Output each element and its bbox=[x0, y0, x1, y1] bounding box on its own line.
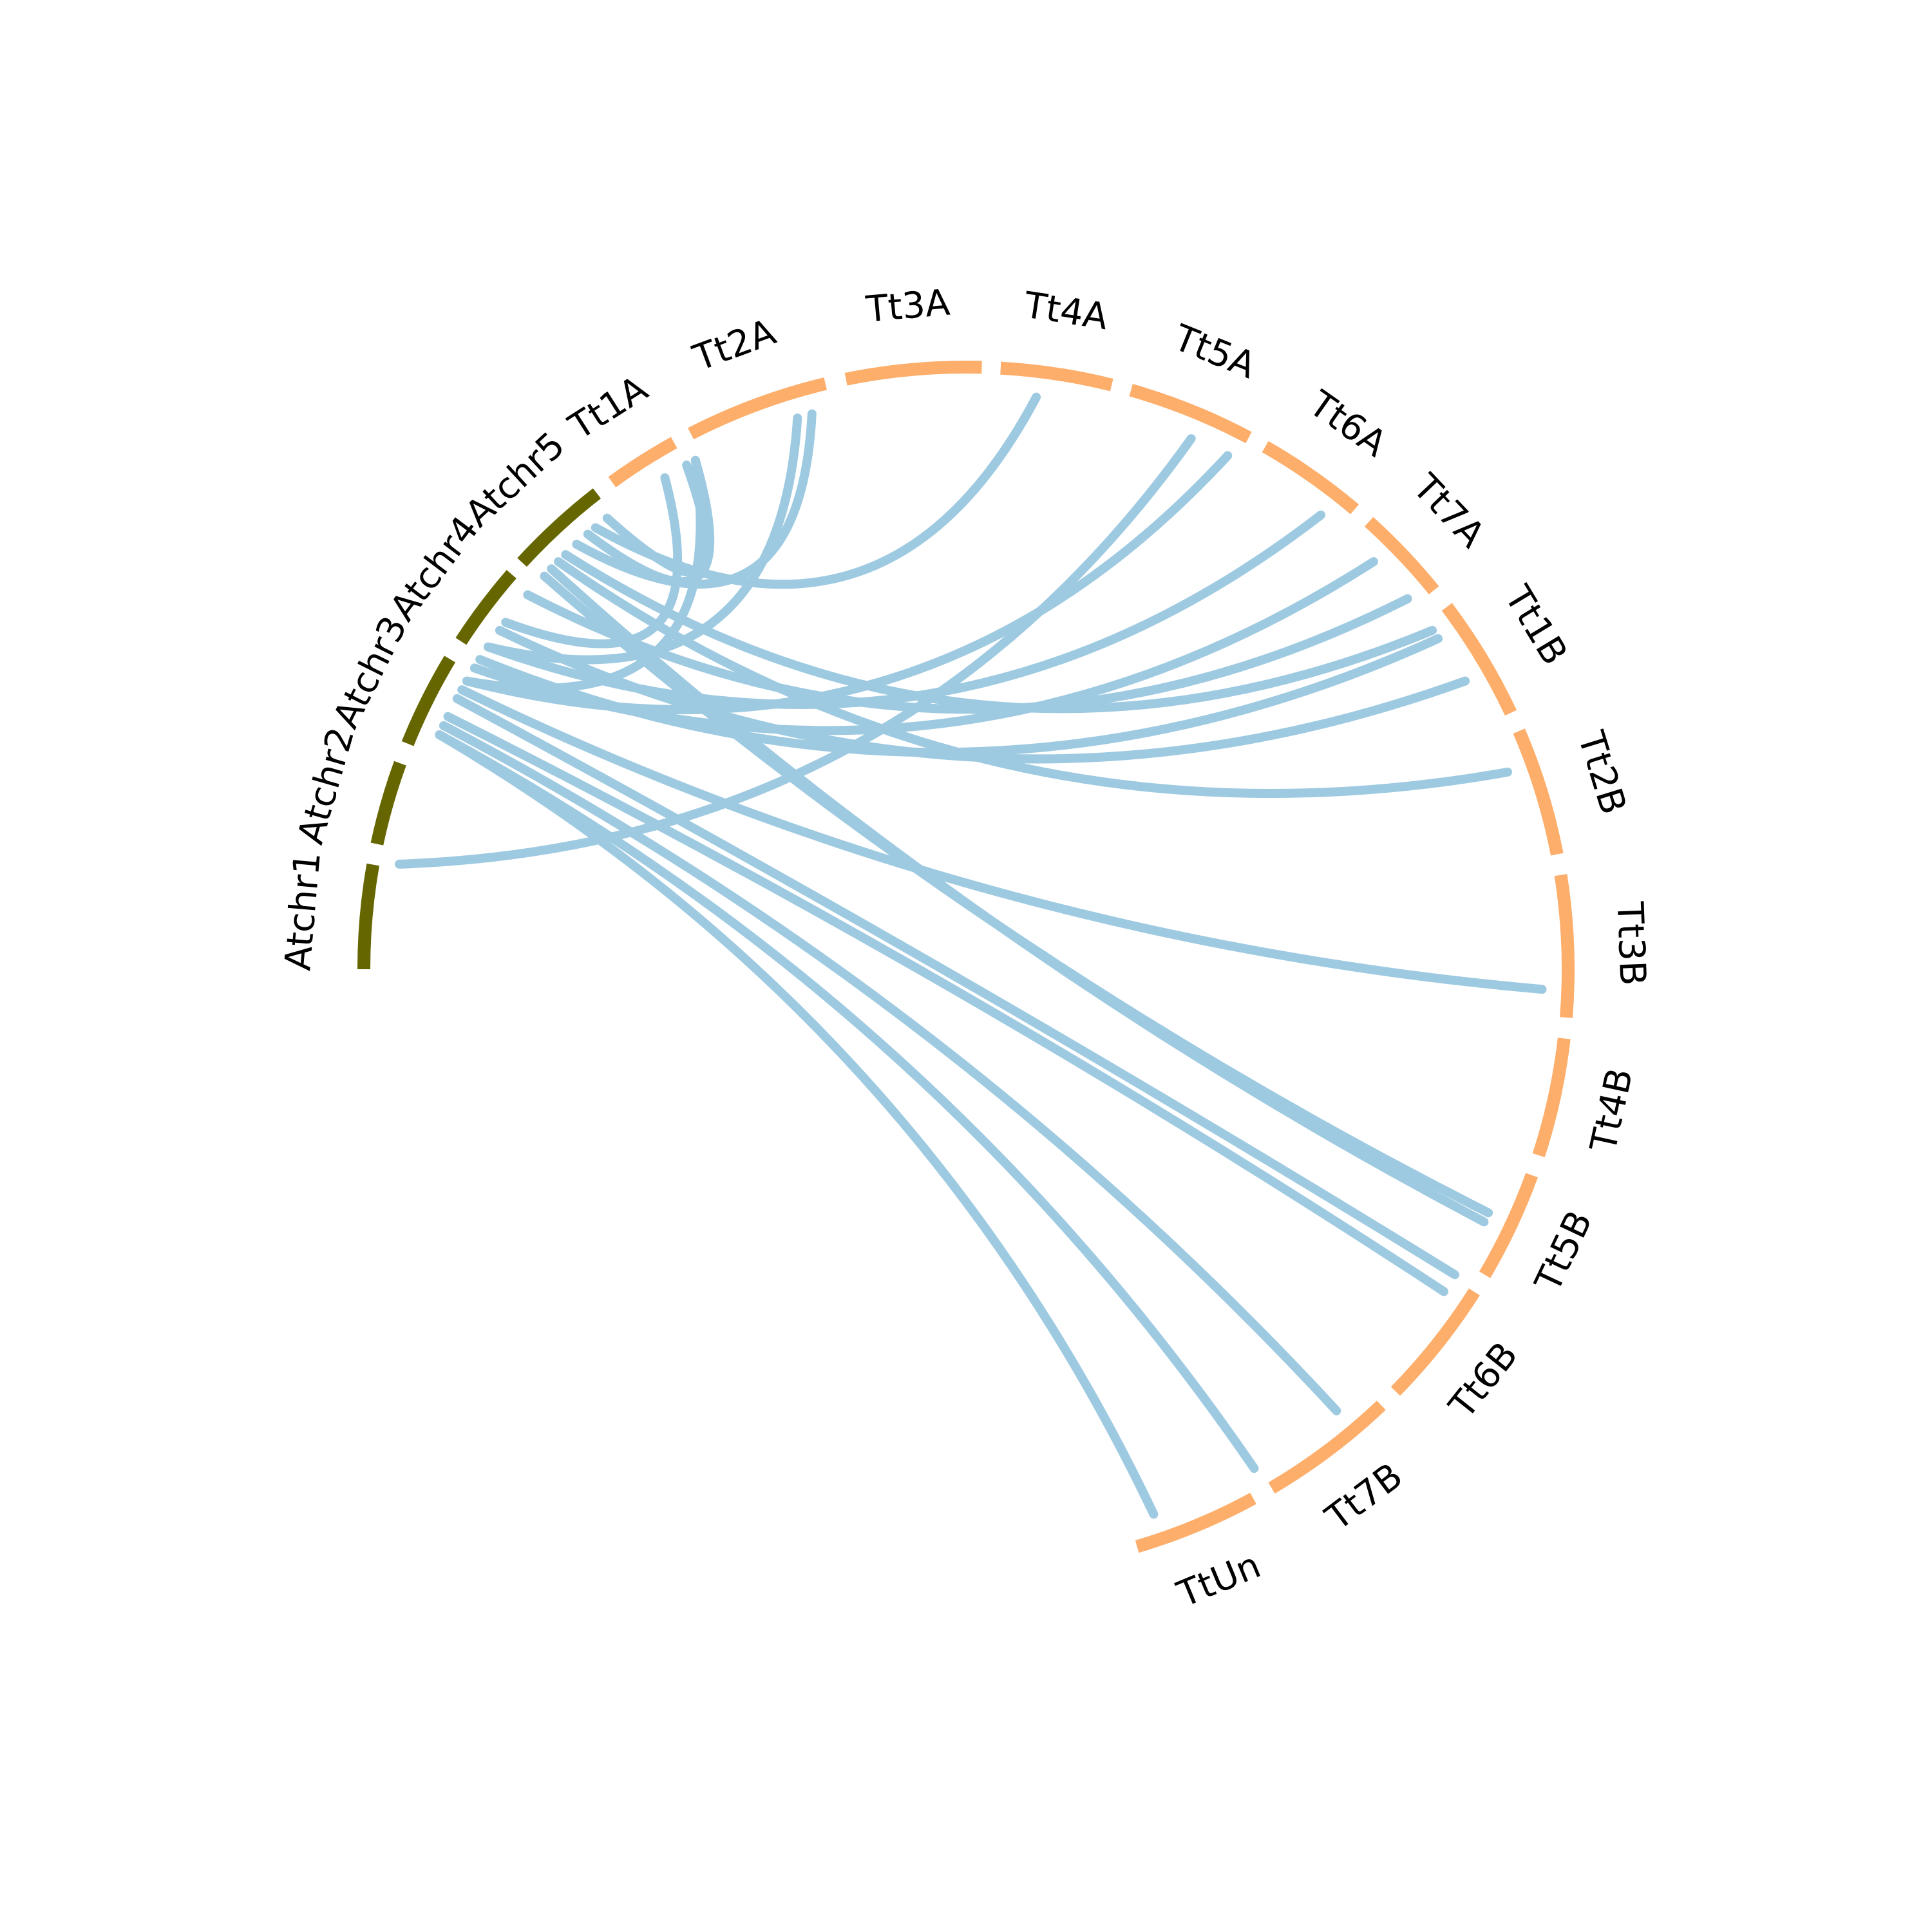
chromosome-arc-ttun bbox=[1135, 1492, 1256, 1553]
synteny-link bbox=[435, 730, 1259, 1473]
chromosome-arc-tt5b bbox=[1479, 1173, 1538, 1278]
synteny-link bbox=[602, 460, 712, 577]
chromosome-label-tt4b: Tt4B bbox=[1582, 1065, 1641, 1156]
synteny-links bbox=[395, 392, 1547, 1519]
chromosome-label-atchr2: Atchr2 bbox=[290, 723, 363, 849]
synteny-link bbox=[523, 590, 1412, 714]
chromosome-label-tt1b: Tt1B bbox=[1496, 578, 1575, 672]
chromosome-label-tt5a: Tt5A bbox=[1168, 317, 1262, 387]
chromosome-ideogram bbox=[357, 360, 1575, 1553]
chromosome-arc-tt4a bbox=[1000, 361, 1113, 392]
chromosome-arc-tt1a bbox=[608, 437, 677, 488]
chromosome-arc-tt7a bbox=[1364, 516, 1439, 594]
chromosome-label-tt3a: Tt3A bbox=[864, 282, 951, 331]
chromosome-label-tt6b: Tt6B bbox=[1441, 1334, 1526, 1426]
chromosome-arc-tt3a bbox=[844, 360, 982, 386]
synteny-link bbox=[554, 557, 1512, 799]
chromosome-label-atchr5: Atchr5 bbox=[457, 424, 573, 536]
chromosome-arc-tt1b bbox=[1441, 603, 1517, 716]
chromosome-arc-atchr1 bbox=[357, 863, 380, 970]
chromosome-arc-tt2b bbox=[1513, 728, 1564, 856]
chromosome-label-atchr4: Atchr4 bbox=[382, 509, 487, 629]
chromosome-arc-atchr4 bbox=[455, 570, 516, 645]
chromosome-arc-tt6b bbox=[1390, 1288, 1480, 1396]
synteny-link bbox=[439, 721, 1341, 1416]
synteny-link bbox=[583, 455, 715, 587]
chromosome-arc-tt2a bbox=[688, 377, 828, 440]
chromosome-label-tt5b: Tt5B bbox=[1527, 1204, 1601, 1298]
chromosome-arc-tt6a bbox=[1262, 440, 1359, 515]
synteny-link bbox=[443, 712, 1448, 1296]
chromosome-label-tt6a: Tt6A bbox=[1301, 383, 1394, 465]
chromosome-label-tt2a: Tt2A bbox=[687, 311, 781, 380]
chromosome-label-tt7a: Tt7A bbox=[1404, 466, 1492, 556]
chromosome-label-tt2b: Tt2B bbox=[1569, 726, 1634, 820]
chromosome-label-tt7b: Tt7B bbox=[1318, 1455, 1410, 1539]
chromosome-arc-atchr2 bbox=[370, 761, 406, 846]
chromosome-label-atchr1: Atchr1 bbox=[277, 850, 329, 972]
chromosome-label-tt4a: Tt4A bbox=[1021, 284, 1110, 338]
synteny-link bbox=[452, 694, 1459, 1280]
chromosome-label-tt3b: Tt3B bbox=[1609, 900, 1654, 987]
chromosome-label-ttun: TtUn bbox=[1171, 1544, 1266, 1616]
synteny-link bbox=[547, 564, 1489, 1227]
chromosome-label-atchr3: Atchr3 bbox=[325, 610, 415, 735]
synteny-link bbox=[561, 550, 1437, 714]
chromosome-arc-atchr3 bbox=[401, 656, 456, 746]
synteny-link bbox=[435, 730, 1159, 1519]
chromosome-arc-tt3b bbox=[1554, 874, 1575, 1018]
chromosome-arc-tt5a bbox=[1129, 384, 1252, 444]
synteny-link bbox=[572, 409, 817, 589]
chromosome-label-tt1a: Tt1A bbox=[562, 368, 656, 448]
chromosome-arc-atchr5 bbox=[517, 488, 601, 567]
synteny-link bbox=[457, 685, 1547, 994]
chromosome-arc-tt4b bbox=[1532, 1037, 1571, 1157]
chromosome-arc-tt7b bbox=[1268, 1400, 1386, 1494]
